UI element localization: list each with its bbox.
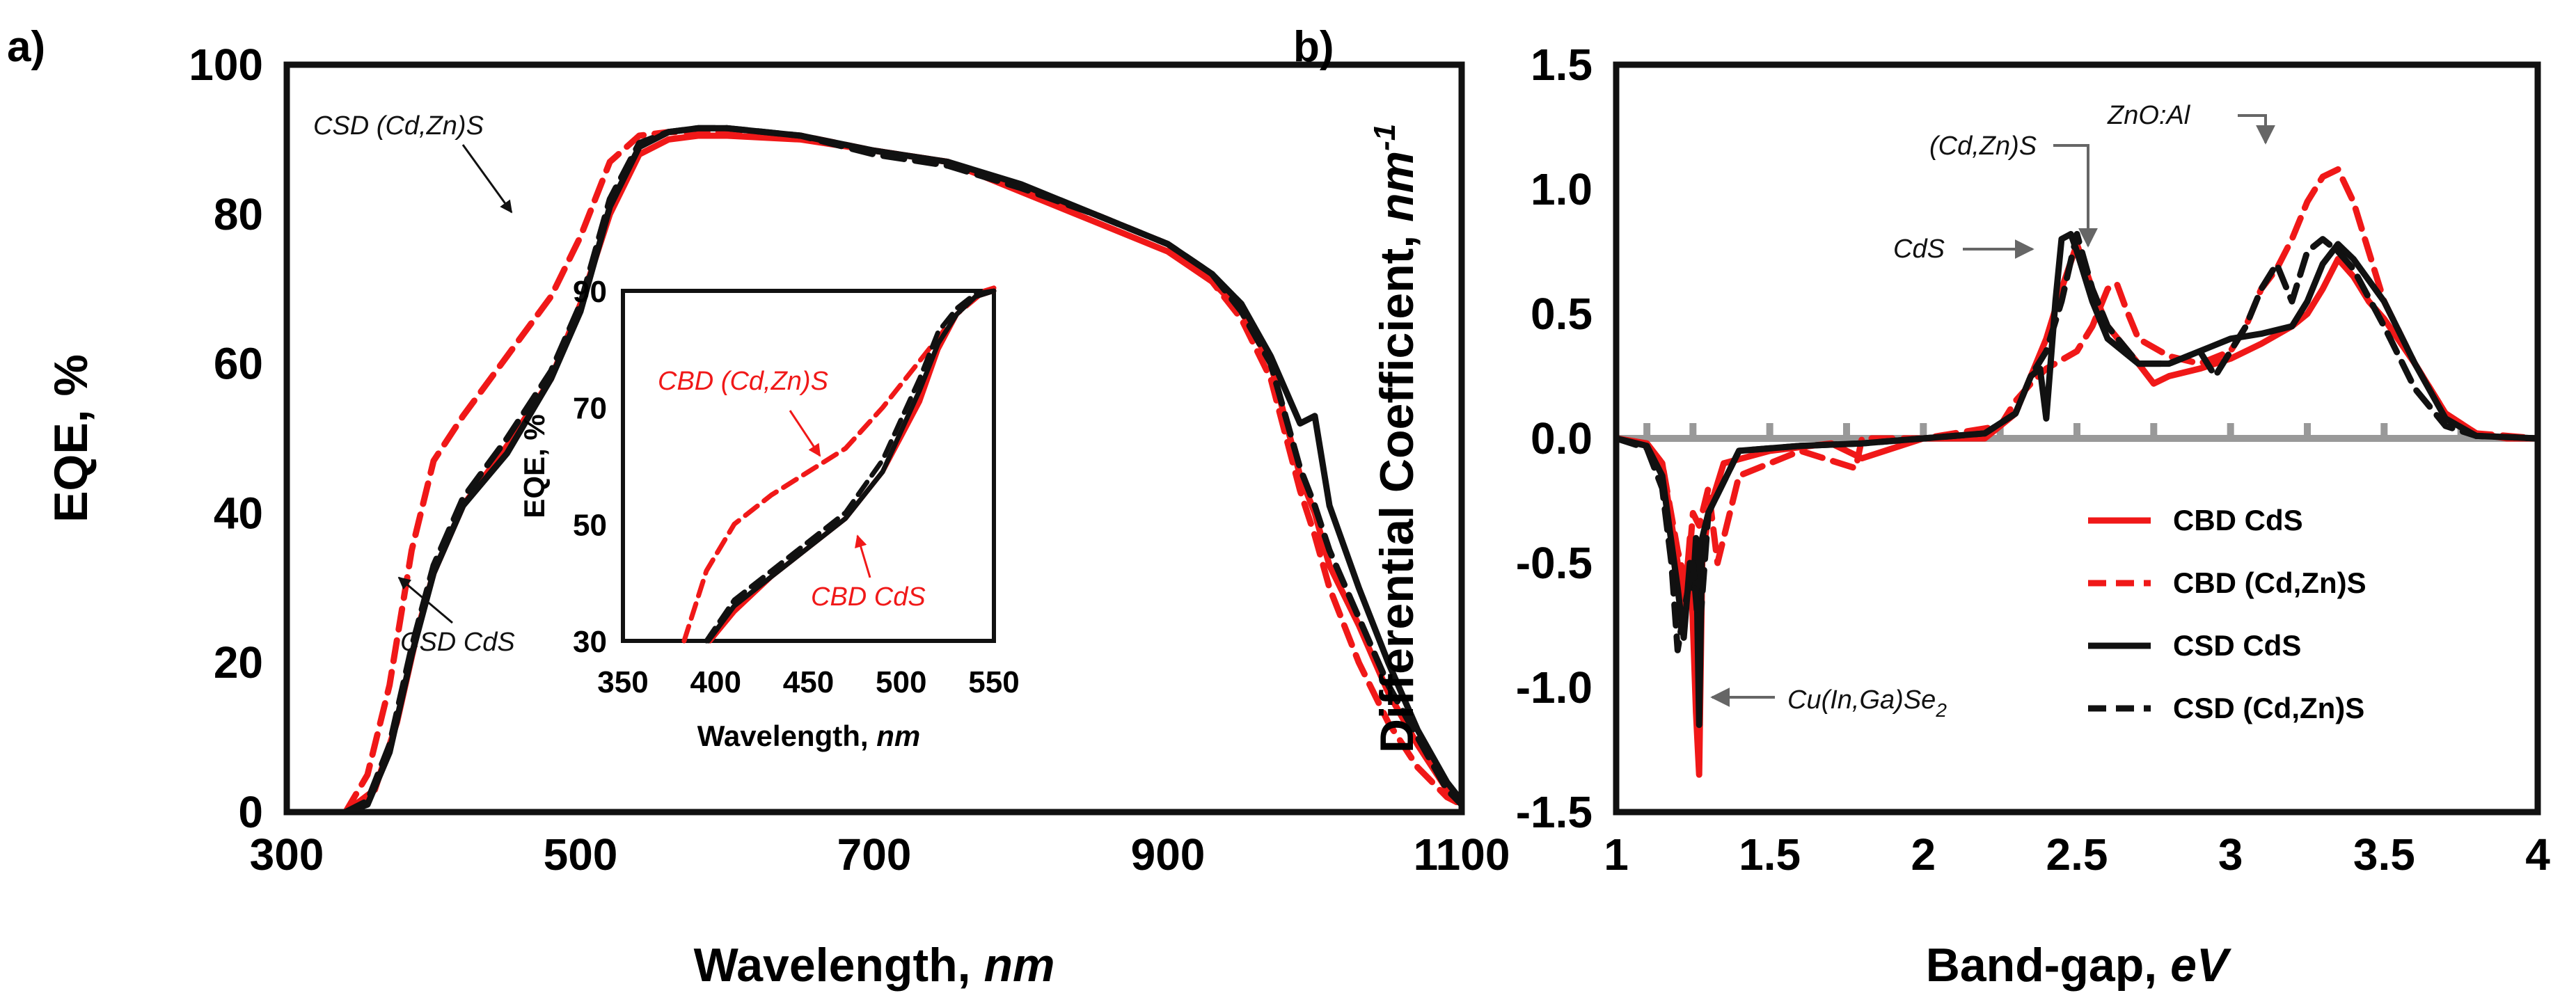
inset-x-tick-550: 550	[968, 665, 1019, 699]
panel-b-y-axis-title: Differential Coefficient, nm-1	[1368, 124, 1423, 753]
panel-b-y-tick-1-0: 1.0	[1531, 164, 1593, 214]
legend-label-cbd-cds: CBD CdS	[2173, 504, 2303, 537]
inset-x-tick-450: 450	[783, 665, 834, 699]
panel-a-x-tick-300: 300	[250, 829, 324, 880]
inset-ticks-group: 350 400 450 500 550 30 50 70 90	[573, 275, 1020, 699]
panel-b-y-tick-0-5: -0.5	[1516, 538, 1593, 588]
panel-a-y-tick-0: 0	[238, 787, 263, 837]
panel-a-label: a)	[7, 23, 45, 71]
panel-b-zero-line-group	[1616, 423, 2538, 442]
panel-a-y-tick-40: 40	[214, 488, 263, 538]
annotation-inset-cbd-cds-arrow	[855, 534, 871, 578]
annotation-csd-cdzns-arrow	[461, 144, 513, 214]
annotation-cds: CdS	[1893, 235, 1945, 264]
inset-x-tick-400: 400	[690, 665, 741, 699]
annotation-cigs: Cu(In,Ga)Se2	[1787, 685, 1947, 721]
panel-b-x-tick-2: 2	[1911, 829, 1936, 880]
panel-a-plot-frame	[283, 61, 1465, 816]
annotation-inset-cbd-cds: CBD CdS	[811, 582, 926, 612]
panel-a-y-tick-60: 60	[214, 339, 263, 389]
inset-y-axis-title: EQE, %	[518, 414, 551, 518]
legend-label-csd-cdzns: CSD (Cd,Zn)S	[2173, 692, 2364, 724]
panel-b-x-tick-1: 1	[1604, 829, 1629, 880]
panel-b: b) 1 1.5 2 2.5 3 3.5 4 1.5 1.0 0.5 0.0 -0.5 -1.0 -1.5…	[1293, 23, 2550, 992]
panel-b-y-tick-1-5: 1.5	[1531, 40, 1593, 90]
inset-x-axis-title: Wavelength, nm	[697, 720, 920, 752]
panel-b-series-csd-cd-zn-s	[1613, 230, 2541, 653]
panel-b-x-tick-4: 4	[2525, 829, 2550, 880]
panel-b-legend: CBD CdS CBD (Cd,Zn)S CSD CdS CSD (Cd,Zn)…	[2088, 504, 2366, 724]
panel-b-y-tick-1-0: -1.0	[1516, 662, 1593, 713]
inset-series-csd-cd-zn-s	[704, 288, 997, 644]
panel-b-series-cbd-cds	[1613, 241, 2541, 778]
panel-b-x-tick-1-5: 1.5	[1739, 829, 1801, 880]
annotation-znoal: ZnO:Al	[2107, 101, 2191, 130]
annotation-csd-cdzns: CSD (Cd,Zn)S	[313, 111, 484, 141]
annotation-znoal-arrow	[2238, 114, 2275, 145]
panel-a-y-tick-100: 100	[189, 40, 263, 90]
panel-b-ticks-group: 1 1.5 2 2.5 3 3.5 4 1.5 1.0 0.5 0.0 -0.5 -1.0 -1.5	[1516, 40, 2550, 880]
panel-a-y-tick-20: 20	[214, 637, 263, 688]
inset-y-tick-50: 50	[573, 508, 607, 542]
panel-b-label: b)	[1293, 23, 1334, 71]
inset-y-tick-90: 90	[573, 275, 607, 309]
panel-b-y-tick-0-0: 0.0	[1531, 413, 1593, 463]
annotation-cdzns-arrow	[2053, 144, 2098, 248]
panel-b-series-group	[1613, 166, 2541, 778]
inset-x-tick-500: 500	[876, 665, 926, 699]
inset-x-tick-350: 350	[597, 665, 648, 699]
panel-b-x-axis-title: Band-gap, eV	[1926, 939, 2232, 992]
inset-y-tick-30: 30	[573, 625, 607, 659]
panel-a-ticks-group: 300 500 700 900 1100 0 20 40 60 80 100	[189, 40, 1510, 880]
panel-a-series-csd-cd-zn-s	[342, 125, 1465, 816]
panel-a-x-tick-500: 500	[544, 829, 618, 880]
annotation-csd-cds: CSD CdS	[400, 628, 515, 657]
inset-series-csd-cds	[706, 288, 997, 644]
annotation-inset-cbd-cdzns: CBD (Cd,Zn)S	[658, 367, 828, 396]
annotation-inset-cbd-cdzns-arrow	[789, 410, 821, 457]
panel-a-y-tick-80: 80	[214, 189, 263, 239]
inset-series-group	[681, 285, 997, 644]
panel-a-x-tick-900: 900	[1131, 829, 1206, 880]
annotation-cdzns: (Cd,Zn)S	[1929, 132, 2037, 161]
panel-b-x-tick-2-5: 2.5	[2046, 829, 2108, 880]
legend-label-cbd-cdzns: CBD (Cd,Zn)S	[2173, 566, 2366, 599]
legend-label-csd-cds: CSD CdS	[2173, 629, 2301, 662]
panel-a-x-tick-1100: 1100	[1414, 829, 1510, 880]
panel-a-inset: 350 400 450 500 550 30 50 70 90 Wavelength, nm E…	[518, 275, 1020, 752]
panel-b-x-tick-3-5: 3.5	[2353, 829, 2415, 880]
panel-b-x-tick-3: 3	[2218, 829, 2243, 880]
panel-b-series-csd-cds	[1613, 230, 2541, 729]
annotation-csd-cds-arrow	[397, 576, 453, 624]
panel-b-series-cbd-cd-zn-s	[1613, 166, 2541, 591]
panel-b-plot-frame	[1613, 61, 2541, 816]
panel-a-x-axis-title: Wavelength, nm	[694, 939, 1055, 992]
panel-b-y-tick-0-5: 0.5	[1531, 289, 1593, 339]
panel-a-series-group	[342, 125, 1465, 816]
panel-b-y-tick-1-5: -1.5	[1516, 787, 1593, 837]
panel-a-y-axis-title: EQE, %	[45, 354, 97, 523]
panel-a-x-tick-700: 700	[837, 829, 912, 880]
inset-y-tick-70: 70	[573, 392, 607, 426]
